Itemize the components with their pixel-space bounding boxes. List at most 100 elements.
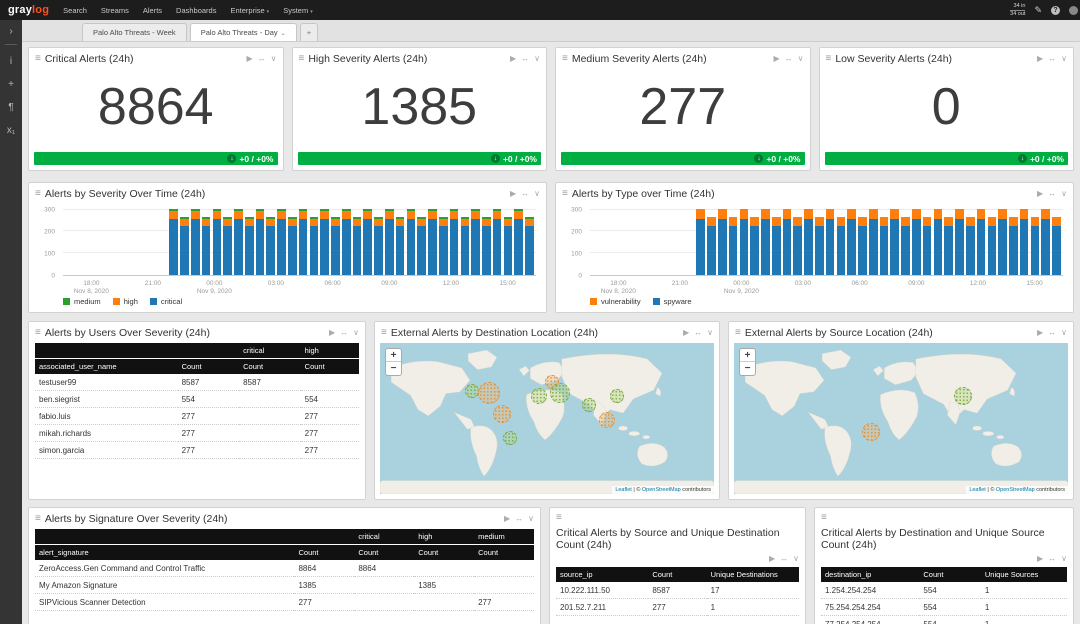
leaflet-link[interactable]: Leaflet (969, 487, 986, 493)
legend-item[interactable]: vulnerability (590, 297, 641, 306)
table-cell: fabio.luis (35, 407, 178, 425)
focus-widget-icon[interactable]: ▶ (682, 328, 690, 337)
marker-cluster[interactable] (581, 397, 596, 412)
help-icon[interactable]: ? (1051, 5, 1060, 15)
user-avatar[interactable] (1069, 5, 1078, 15)
marker-cluster[interactable] (503, 431, 518, 446)
graylog-logo[interactable]: graylog (8, 4, 50, 16)
nav-item-system[interactable]: System ▾ (283, 5, 313, 15)
widget-menu-icon[interactable]: ∨ (353, 328, 359, 337)
add-widget-icon[interactable]: + (8, 79, 14, 90)
leaflet-link[interactable]: Leaflet (615, 487, 632, 493)
dashboard-tab[interactable]: Palo Alto Threats - Week (82, 23, 187, 41)
dashboard-tab[interactable]: Palo Alto Threats - Day ⌄ (189, 23, 297, 41)
osm-link[interactable]: OpenStreetMap (641, 487, 681, 493)
expand-widget-icon[interactable]: ↔ (784, 54, 793, 63)
focus-widget-icon[interactable]: ▶ (509, 54, 517, 63)
drag-handle-icon[interactable]: ≡ (735, 327, 741, 338)
leaflet-map[interactable]: + − Leaflet | © OpenStreetMap contributors (380, 343, 714, 494)
focus-widget-icon[interactable]: ▶ (1036, 54, 1044, 63)
marker-cluster[interactable] (953, 386, 972, 405)
zoom-out-button[interactable]: − (744, 363, 751, 374)
widget-menu-icon[interactable]: ∨ (707, 328, 713, 337)
legend-item[interactable]: critical (149, 297, 182, 306)
widget-controls: ▶ ↔ ∨ (1037, 55, 1067, 63)
widget-menu-icon[interactable]: ∨ (528, 514, 534, 523)
osm-link[interactable]: OpenStreetMap (995, 487, 1035, 493)
focus-widget-icon[interactable]: ▶ (503, 514, 511, 523)
drag-handle-icon[interactable]: ≡ (825, 53, 832, 64)
throughput-badge[interactable]: 34 in 34 out (1010, 2, 1026, 17)
expand-widget-icon[interactable]: ↔ (515, 514, 524, 523)
expand-widget-icon[interactable]: ↔ (1048, 189, 1057, 198)
focus-widget-icon[interactable]: ▶ (768, 554, 776, 563)
marker-cluster[interactable] (492, 404, 511, 423)
expand-widget-icon[interactable]: ↔ (694, 328, 703, 337)
zoom-out-button[interactable]: − (390, 363, 397, 374)
drag-handle-icon[interactable]: ≡ (562, 53, 568, 64)
focus-widget-icon[interactable]: ▶ (1036, 189, 1044, 198)
drag-handle-icon[interactable]: ≡ (298, 53, 305, 64)
expand-widget-icon[interactable]: ↔ (1048, 54, 1057, 63)
table-row: 1.254.254.254 554 1 (821, 582, 1067, 599)
legend-item[interactable]: medium (63, 297, 101, 306)
widget-menu-icon[interactable]: ∨ (270, 54, 277, 63)
widget-menu-icon[interactable]: ∨ (1061, 328, 1067, 337)
leaflet-map[interactable]: + − Leaflet | © OpenStreetMap contributors (734, 343, 1068, 494)
focus-widget-icon[interactable]: ▶ (246, 54, 253, 63)
marker-cluster[interactable] (530, 387, 547, 404)
table-row: testuser99 8587 8587 (35, 374, 359, 391)
focus-widget-icon[interactable]: ▶ (1036, 328, 1044, 337)
zoom-in-button[interactable]: + (386, 349, 401, 362)
expand-sidebar-icon[interactable]: › (9, 26, 13, 37)
drag-handle-icon[interactable]: ≡ (35, 188, 41, 199)
drag-handle-icon[interactable]: ≡ (35, 53, 41, 64)
drag-handle-icon[interactable]: ≡ (381, 327, 387, 338)
formula-icon[interactable]: x₁ (6, 125, 16, 136)
legend-item[interactable]: spyware (652, 297, 692, 306)
add-tab-button[interactable]: + (299, 23, 319, 41)
nav-item-dashboards[interactable]: Dashboards (176, 5, 217, 15)
expand-widget-icon[interactable]: ↔ (1048, 328, 1057, 337)
marker-cluster[interactable] (861, 423, 880, 442)
expand-widget-icon[interactable]: ↔ (521, 189, 530, 198)
focus-widget-icon[interactable]: ▶ (509, 189, 517, 198)
chart-row: ≡ Alerts by Severity Over Time (24h) ▶ ↔ ∨ 0 1… (28, 182, 1074, 313)
bar-segment (309, 218, 319, 226)
widget-menu-icon[interactable]: ∨ (534, 54, 540, 63)
expand-widget-icon[interactable]: ↔ (521, 54, 530, 63)
drag-handle-icon[interactable]: ≡ (35, 327, 41, 338)
drag-handle-icon[interactable]: ≡ (821, 512, 827, 523)
pilcrow-icon[interactable]: ¶ (8, 102, 14, 113)
edit-icon[interactable]: ✎ (1034, 4, 1042, 15)
widget-menu-icon[interactable]: ∨ (1061, 189, 1067, 198)
drag-handle-icon[interactable]: ≡ (35, 513, 41, 524)
table-cell (474, 560, 534, 577)
nav-item-alerts[interactable]: Alerts (142, 5, 163, 15)
focus-widget-icon[interactable]: ▶ (1036, 554, 1044, 563)
expand-widget-icon[interactable]: ↔ (257, 54, 266, 63)
marker-cluster[interactable] (477, 381, 500, 404)
marker-cluster[interactable] (610, 388, 625, 403)
marker-cluster[interactable] (599, 412, 616, 428)
widget-menu-icon[interactable]: ∨ (1061, 54, 1067, 63)
nav-item-enterprise[interactable]: Enterprise ▾ (230, 5, 270, 15)
bar-segment (352, 225, 362, 275)
drag-handle-icon[interactable]: ≡ (562, 188, 568, 199)
widget-menu-icon[interactable]: ∨ (797, 54, 804, 63)
marker-cluster[interactable] (550, 382, 571, 403)
widget-menu-icon[interactable]: ∨ (793, 554, 799, 563)
nav-item-streams[interactable]: Streams (100, 5, 129, 15)
widget-menu-icon[interactable]: ∨ (534, 189, 540, 198)
drag-handle-icon[interactable]: ≡ (556, 512, 562, 523)
focus-widget-icon[interactable]: ▶ (328, 328, 336, 337)
legend-item[interactable]: high (112, 297, 138, 306)
zoom-in-button[interactable]: + (740, 349, 755, 362)
expand-widget-icon[interactable]: ↔ (340, 328, 349, 337)
expand-widget-icon[interactable]: ↔ (780, 554, 789, 563)
info-icon[interactable]: i (9, 56, 13, 67)
focus-widget-icon[interactable]: ▶ (773, 54, 780, 63)
nav-item-search[interactable]: Search (63, 5, 87, 15)
widget-menu-icon[interactable]: ∨ (1061, 554, 1067, 563)
expand-widget-icon[interactable]: ↔ (1048, 554, 1057, 563)
